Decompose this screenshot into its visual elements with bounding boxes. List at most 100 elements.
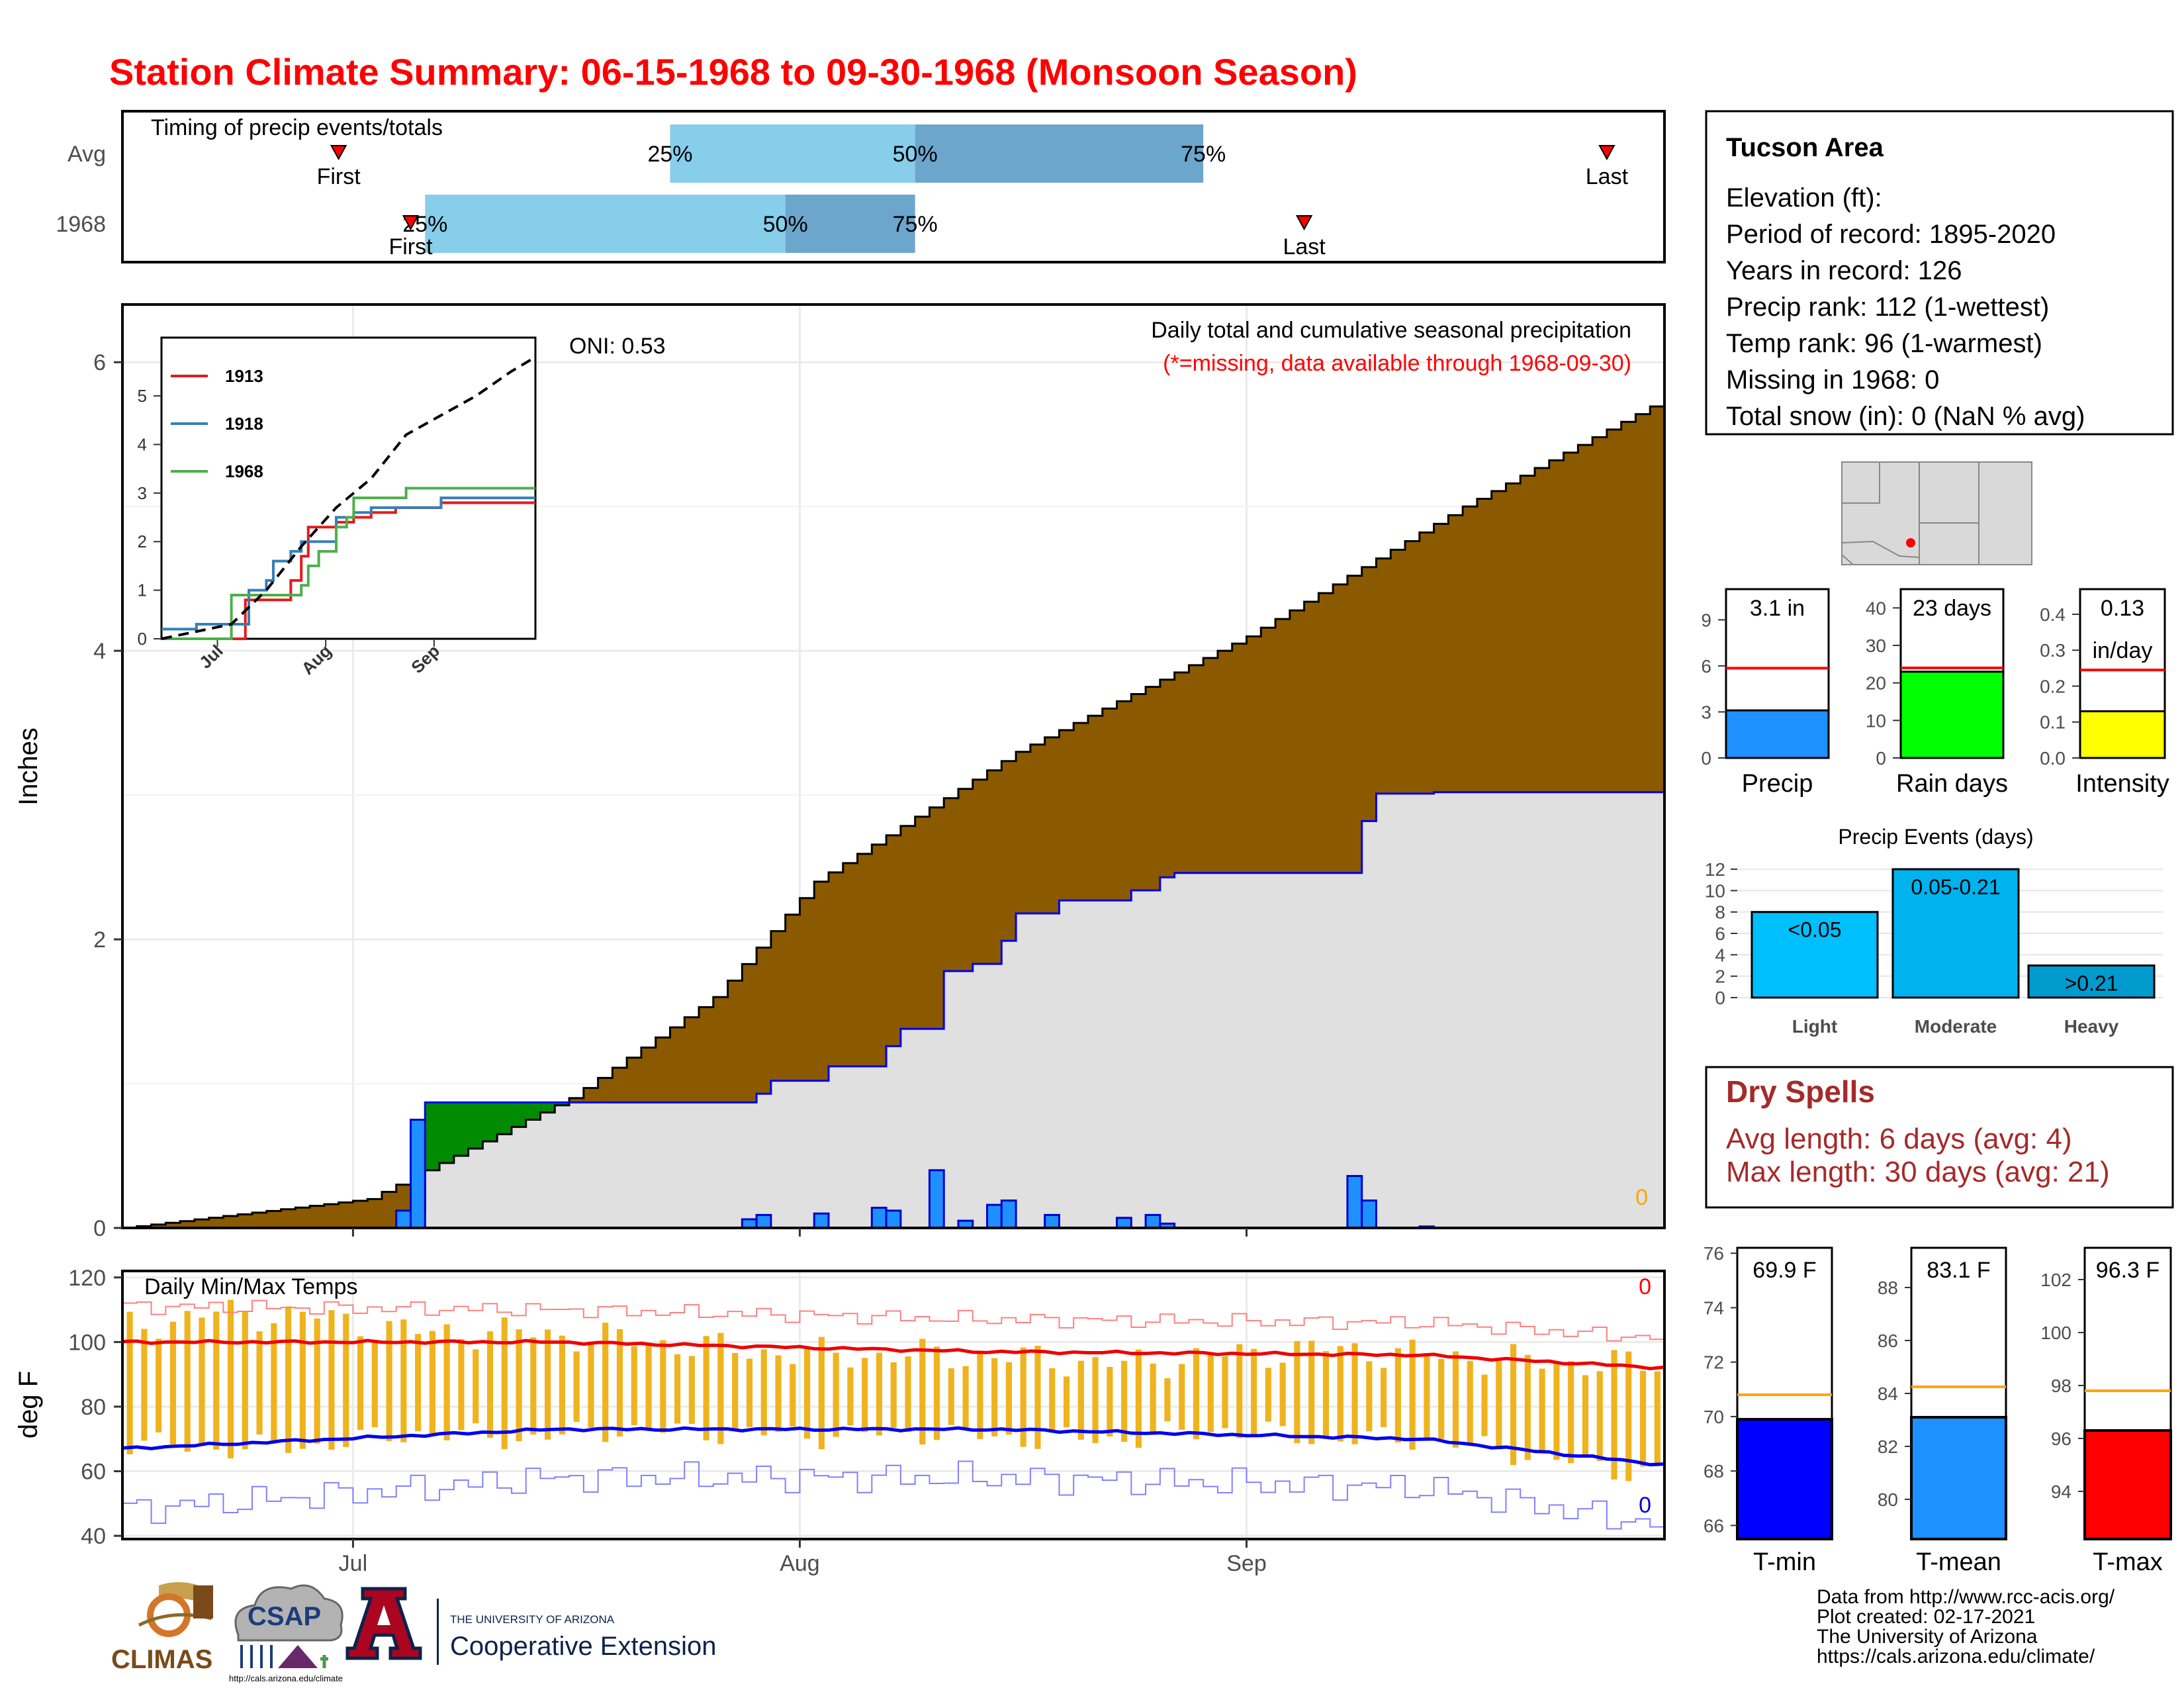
daily-temp-bar (1351, 1343, 1358, 1444)
timing-bar-upper (785, 195, 915, 253)
events-bar-label: <0.05 (1788, 918, 1842, 942)
summary-bar-value: 3.1 in (1750, 596, 1805, 621)
daily-temp-bar (1092, 1357, 1099, 1444)
precip-ytick-label: 2 (93, 927, 106, 953)
daily-precip-bar (1044, 1213, 1060, 1229)
daily-temp-bar (732, 1352, 739, 1430)
temp-bar-t-min (1736, 1418, 1833, 1541)
daily-temp-bar (443, 1324, 450, 1440)
summary-bar-tick-label: 40 (1866, 598, 1886, 618)
temp-ytick-label: 40 (81, 1524, 106, 1549)
daily-temp-bar (1005, 1362, 1012, 1435)
daily-temp-bar (1409, 1339, 1416, 1450)
daily-temp-bar (833, 1352, 839, 1437)
daily-temp-bar (141, 1329, 148, 1441)
precip-ylabel: Inches (14, 727, 43, 806)
timing-pct-label: 75% (1181, 142, 1226, 167)
temp-bar-t-max (2083, 1429, 2172, 1540)
dry-spells-max: Max length: 30 days (avg: 21) (1726, 1156, 2110, 1188)
daily-temp-bar (862, 1358, 868, 1432)
summary-bar-precip (1725, 709, 1830, 759)
daily-temp-bar (933, 1346, 940, 1440)
summary-bar-tick-label: 0.3 (2040, 640, 2066, 661)
events-bar-light (1751, 911, 1879, 999)
daily-temp-bar (545, 1329, 551, 1440)
station-info-line: Elevation (ft): (1726, 183, 1882, 212)
temp-bar-tick-label: 74 (1704, 1297, 1724, 1318)
station-info-line: Temp rank: 96 (1-warmest) (1726, 329, 2042, 358)
temp-ytick-label: 100 (68, 1330, 106, 1355)
daily-temp-bar (645, 1343, 652, 1429)
daily-precip-bar (410, 1119, 426, 1229)
events-category-label: Moderate (1915, 1016, 1997, 1037)
inset-ytick-label: 5 (138, 386, 147, 406)
events-tick-label: 8 (1715, 902, 1725, 923)
footer-credits: Data from http://www.rcc-acis.org/ Plot … (1817, 1586, 2115, 1667)
daily-temp-bar (703, 1336, 709, 1440)
temp-title: Daily Min/Max Temps (144, 1274, 357, 1299)
summary-bar-tick-label: 10 (1866, 710, 1886, 731)
temp-bar-tick-label: 88 (1878, 1278, 1898, 1298)
dry-spells-avg: Avg length: 6 days (avg: 4) (1726, 1123, 2072, 1155)
climas-logo: CLIMAS (111, 1582, 213, 1674)
daily-temp-bar (1077, 1360, 1084, 1440)
dry-spells-box: Dry Spells Avg length: 6 days (avg: 4) M… (1705, 1066, 2174, 1209)
events-bar-heavy (2027, 964, 2156, 999)
csap-logo-text: CSAP (248, 1602, 321, 1631)
summary-bar-tick-label: 0 (1876, 748, 1886, 769)
events-tick-label: 10 (1705, 880, 1725, 901)
daily-temp-bar (1424, 1354, 1430, 1440)
daily-temp-bar (790, 1364, 796, 1427)
daily-precip-bar (813, 1212, 830, 1229)
daily-temp-bar (1467, 1361, 1473, 1444)
timing-bar-upper (915, 124, 1204, 183)
daily-temp-bar (473, 1349, 479, 1424)
ua-logo-bottom: Cooperative Extension (450, 1632, 716, 1661)
summary-bar-value: 0.13 (2101, 596, 2144, 621)
daily-temp-bar (760, 1349, 767, 1436)
daily-temp-bar (746, 1358, 753, 1427)
daily-temp-bar (126, 1311, 133, 1455)
daily-temp-bar (357, 1336, 364, 1430)
daily-temp-bar (674, 1354, 681, 1424)
station-info-line: Period of record: 1895-2020 (1726, 220, 2056, 249)
temp-ylabel: deg F (14, 1371, 43, 1438)
footer-line-1: Data from http://www.rcc-acis.org/ (1817, 1586, 2115, 1608)
summary-bar-tick-label: 30 (1866, 635, 1886, 656)
daily-precip-bar (1116, 1217, 1132, 1229)
inset-series-1918 (161, 496, 535, 631)
page-title: Station Climate Summary: 06-15-1968 to 0… (109, 51, 1357, 93)
timing-title: Timing of precip events/totals (151, 115, 443, 140)
daily-temp-bar (588, 1342, 594, 1428)
daily-temp-bar (1524, 1354, 1531, 1460)
daily-temp-bar (1063, 1376, 1070, 1428)
temp-bar-value: 96.3 F (2096, 1258, 2160, 1283)
daily-temp-bar (631, 1346, 637, 1425)
precip-annotation-note: (*=missing, data available through 1968-… (1163, 351, 1631, 376)
daily-precip-bar (1361, 1199, 1377, 1229)
daily-temp-bar (1496, 1361, 1502, 1450)
daily-temp-bar (991, 1358, 998, 1436)
inset-avg-line (161, 355, 537, 640)
events-tick-label: 0 (1715, 988, 1725, 1008)
timing-pct-label: 25% (647, 142, 692, 167)
events-tick-label: 2 (1715, 966, 1725, 987)
daily-temp-bar (1121, 1360, 1128, 1442)
daily-precip-bar (1346, 1175, 1363, 1229)
daily-temp-bar (1150, 1363, 1156, 1435)
summary-bar-label: Intensity (2075, 770, 2169, 798)
x-tick-label: Sep (1226, 1551, 1267, 1576)
summary-bar-tick-label: 6 (1701, 656, 1711, 677)
timing-panel: Timing of precip events/totals Avg 25% 50%… (56, 110, 1666, 263)
timing-last-marker (1295, 215, 1313, 231)
daily-temp-bar (890, 1362, 897, 1429)
inset-ytick-label: 0 (138, 629, 147, 649)
summary-bar-intensity (2079, 710, 2166, 759)
timing-row-label: Avg (68, 142, 106, 167)
daily-temp-bar (227, 1299, 234, 1459)
daily-temp-bar (1438, 1358, 1445, 1439)
temp-panel: Daily Min/Max Temps 0 0 deg F 40 60 80 100 1… (14, 1228, 1666, 1576)
daily-temp-bar (242, 1311, 248, 1450)
daily-temp-bar (1107, 1367, 1113, 1437)
